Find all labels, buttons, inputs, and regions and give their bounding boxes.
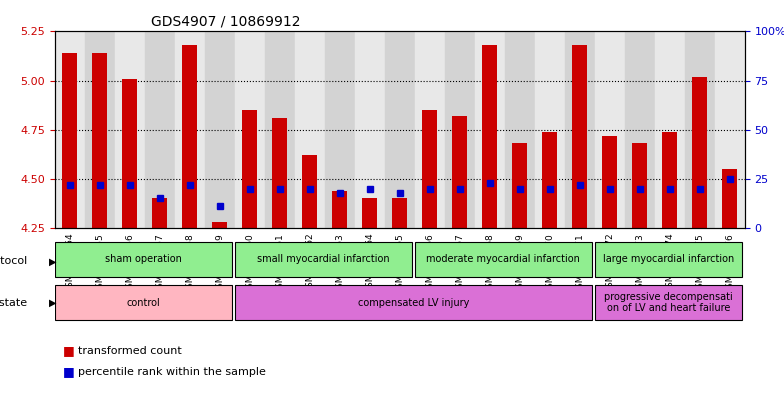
Text: progressive decompensati
on of LV and heart failure: progressive decompensati on of LV and he… — [604, 292, 733, 313]
Text: disease state: disease state — [0, 298, 27, 308]
Text: compensated LV injury: compensated LV injury — [358, 298, 469, 308]
Bar — [325, 31, 355, 228]
Bar — [183, 45, 198, 228]
Bar — [662, 132, 677, 228]
Bar — [655, 31, 684, 228]
Bar — [564, 31, 595, 228]
Bar — [475, 31, 505, 228]
Text: ■: ■ — [63, 365, 74, 378]
FancyBboxPatch shape — [415, 242, 592, 277]
FancyBboxPatch shape — [595, 242, 742, 277]
Bar — [93, 53, 107, 228]
Bar — [212, 222, 227, 228]
Bar — [445, 31, 475, 228]
Bar — [332, 191, 347, 228]
Text: control: control — [126, 298, 160, 308]
FancyBboxPatch shape — [55, 242, 232, 277]
Bar — [295, 31, 325, 228]
Text: moderate myocardial infarction: moderate myocardial infarction — [426, 254, 580, 264]
Bar — [633, 143, 648, 228]
Bar — [535, 31, 564, 228]
Bar — [152, 198, 167, 228]
Bar — [205, 31, 235, 228]
Text: transformed count: transformed count — [78, 346, 182, 356]
Text: large myocardial infarction: large myocardial infarction — [603, 254, 734, 264]
Text: ■: ■ — [63, 344, 74, 357]
Bar — [512, 143, 528, 228]
Text: ▶: ▶ — [49, 298, 56, 308]
Bar — [235, 31, 265, 228]
Bar — [392, 198, 408, 228]
Bar — [415, 31, 445, 228]
Bar — [303, 155, 318, 228]
FancyBboxPatch shape — [235, 285, 592, 320]
Bar — [115, 31, 145, 228]
Bar — [692, 77, 707, 228]
Bar — [355, 31, 385, 228]
Bar — [423, 110, 437, 228]
Bar — [715, 31, 745, 228]
Bar — [385, 31, 415, 228]
Bar — [63, 53, 78, 228]
FancyBboxPatch shape — [55, 285, 232, 320]
Bar — [85, 31, 115, 228]
FancyBboxPatch shape — [595, 285, 742, 320]
FancyBboxPatch shape — [235, 242, 412, 277]
Bar — [242, 110, 257, 228]
Bar — [722, 169, 737, 228]
Bar — [625, 31, 655, 228]
Bar — [272, 118, 288, 228]
Text: sham operation: sham operation — [105, 254, 182, 264]
Bar — [452, 116, 467, 228]
Bar — [55, 31, 85, 228]
Bar — [684, 31, 715, 228]
Text: ▶: ▶ — [49, 256, 56, 266]
Bar — [122, 79, 137, 228]
Text: GDS4907 / 10869912: GDS4907 / 10869912 — [151, 15, 301, 29]
Bar — [505, 31, 535, 228]
Bar — [602, 136, 617, 228]
Bar — [482, 45, 497, 228]
Text: protocol: protocol — [0, 256, 27, 266]
Bar — [362, 198, 377, 228]
Text: percentile rank within the sample: percentile rank within the sample — [78, 367, 267, 377]
Bar — [595, 31, 625, 228]
Bar — [543, 132, 557, 228]
Bar — [265, 31, 295, 228]
Bar — [175, 31, 205, 228]
Text: small myocardial infarction: small myocardial infarction — [257, 254, 390, 264]
Bar — [145, 31, 175, 228]
Bar — [572, 45, 587, 228]
